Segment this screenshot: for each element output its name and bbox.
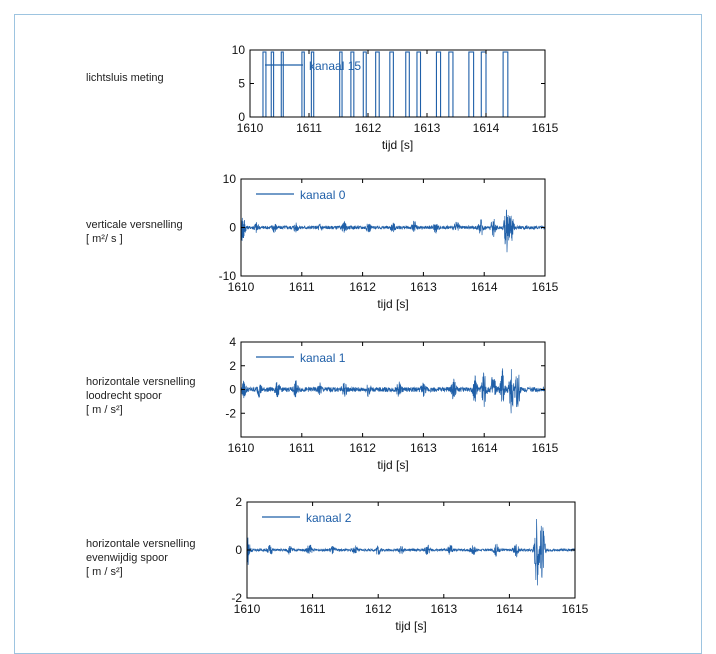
row-label-line: lichtsluis meting xyxy=(86,72,164,84)
x-tick-label: 1613 xyxy=(414,121,441,135)
x-axis-label: tijd [s] xyxy=(377,458,408,472)
legend-label: kanaal 2 xyxy=(306,511,352,525)
x-axis-label: tijd [s] xyxy=(382,138,413,152)
x-tick-label: 1611 xyxy=(296,121,322,135)
legend-label: kanaal 15 xyxy=(309,59,361,73)
x-tick-label: 1610 xyxy=(228,441,255,455)
x-tick-label: 1611 xyxy=(289,441,315,455)
x-tick-label: 1613 xyxy=(410,280,437,294)
pulse-1 xyxy=(270,51,275,117)
pulse-2 xyxy=(280,51,284,117)
signal-trace xyxy=(241,209,545,253)
x-tick-label: 1612 xyxy=(355,121,382,135)
row-label-line: evenwijdig spoor xyxy=(86,552,168,564)
row-label-line: [ m / s²] xyxy=(86,566,123,578)
row-label-loodrecht: horizontale versnelling loodrecht spoor … xyxy=(86,375,195,417)
y-tick-label: -10 xyxy=(219,269,237,283)
x-tick-label: 1612 xyxy=(365,602,392,616)
x-axis-label: tijd [s] xyxy=(377,297,408,311)
row-label-evenwijdig: horizontale versnelling evenwijdig spoor… xyxy=(86,537,195,579)
pulse-3 xyxy=(301,51,305,117)
pulse-13 xyxy=(448,51,454,117)
x-tick-label: 1610 xyxy=(234,602,261,616)
x-tick-label: 1613 xyxy=(430,602,457,616)
pulse-14 xyxy=(468,51,475,117)
row-label-line: verticale versnelling xyxy=(86,219,183,231)
y-tick-label: 0 xyxy=(229,383,236,397)
pulse-15 xyxy=(480,51,487,117)
y-tick-label: 10 xyxy=(223,172,237,186)
row-label-line: horizontale versnelling xyxy=(86,376,196,388)
pulse-12 xyxy=(435,51,442,117)
figure-frame xyxy=(14,14,702,654)
axes-box xyxy=(249,49,546,118)
signal-trace xyxy=(247,518,575,586)
y-tick-label: 2 xyxy=(235,495,242,509)
pulse-10 xyxy=(405,51,410,117)
y-tick-label: 0 xyxy=(235,543,242,557)
x-tick-label: 1615 xyxy=(532,280,559,294)
x-tick-label: 1615 xyxy=(532,441,559,455)
y-tick-label: 2 xyxy=(229,359,236,373)
pulse-16 xyxy=(502,51,509,117)
x-tick-label: 1612 xyxy=(349,280,376,294)
pulse-8 xyxy=(375,51,380,117)
y-tick-label: 0 xyxy=(229,221,236,235)
y-tick-label: -2 xyxy=(231,591,242,605)
x-tick-label: 1613 xyxy=(410,441,437,455)
x-tick-label: 1611 xyxy=(289,280,315,294)
pulse-7 xyxy=(362,51,367,117)
row-label-verticale: verticale versnelling [ m²/ s ] xyxy=(86,218,183,246)
x-tick-label: 1614 xyxy=(496,602,523,616)
y-tick-label: 4 xyxy=(229,335,236,349)
legend-label: kanaal 0 xyxy=(300,188,346,202)
x-tick-label: 1610 xyxy=(228,280,255,294)
x-tick-label: 1612 xyxy=(349,441,376,455)
row-label-line: [ m / s²] xyxy=(86,404,123,416)
x-tick-label: 1615 xyxy=(562,602,589,616)
pulse-0 xyxy=(262,51,267,117)
y-tick-label: -2 xyxy=(225,406,236,420)
x-tick-label: 1614 xyxy=(471,441,498,455)
x-tick-label: 1615 xyxy=(532,121,559,135)
x-axis-label: tijd [s] xyxy=(395,619,426,633)
row-label-lichtsluis: lichtsluis meting xyxy=(86,71,164,85)
y-tick-label: 10 xyxy=(232,43,246,57)
x-tick-label: 1610 xyxy=(237,121,264,135)
y-tick-label: 5 xyxy=(238,77,245,91)
pulse-11 xyxy=(416,51,422,117)
row-label-line: horizontale versnelling xyxy=(86,538,196,550)
x-tick-label: 1614 xyxy=(471,280,498,294)
row-label-line: loodrecht spoor xyxy=(86,390,162,402)
x-tick-label: 1611 xyxy=(300,602,326,616)
x-tick-label: 1614 xyxy=(473,121,500,135)
row-label-line: [ m²/ s ] xyxy=(86,233,123,245)
legend-label: kanaal 1 xyxy=(300,351,346,365)
y-tick-label: 0 xyxy=(238,110,245,124)
signal-trace xyxy=(241,368,545,414)
pulse-9 xyxy=(389,51,394,117)
